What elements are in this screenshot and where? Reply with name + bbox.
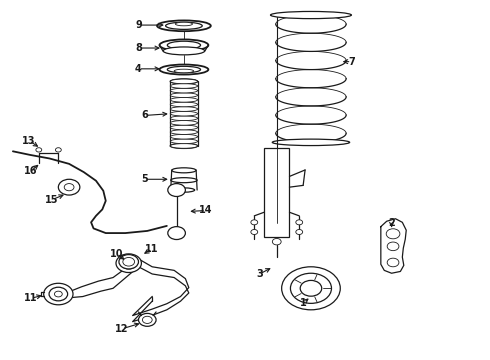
Ellipse shape [270,12,351,19]
Circle shape [119,255,139,269]
Text: 11: 11 [24,293,38,303]
Circle shape [64,184,74,191]
Text: 6: 6 [142,111,148,121]
Ellipse shape [170,88,197,93]
Ellipse shape [170,134,197,139]
Ellipse shape [170,111,197,116]
Circle shape [296,229,303,234]
Circle shape [36,148,42,152]
Text: 1: 1 [300,298,307,308]
Circle shape [386,229,400,239]
Ellipse shape [163,47,205,55]
Circle shape [168,226,185,239]
Text: 16: 16 [24,166,38,176]
Circle shape [251,220,258,225]
Ellipse shape [173,188,195,192]
Circle shape [44,283,73,305]
Ellipse shape [170,125,197,130]
Ellipse shape [170,79,197,84]
Ellipse shape [159,40,208,51]
Ellipse shape [170,107,197,111]
Ellipse shape [170,102,197,107]
Circle shape [125,261,132,266]
Ellipse shape [170,130,197,134]
Ellipse shape [170,139,197,144]
Circle shape [296,220,303,225]
Ellipse shape [157,21,211,31]
Text: 13: 13 [22,136,36,145]
Circle shape [49,287,68,301]
Ellipse shape [159,64,208,75]
Ellipse shape [170,143,197,148]
Circle shape [300,280,322,296]
Ellipse shape [170,84,197,88]
Ellipse shape [272,139,350,145]
Ellipse shape [170,93,197,98]
Circle shape [251,229,258,234]
Circle shape [272,238,281,245]
Ellipse shape [170,98,197,102]
Text: 9: 9 [135,20,142,30]
Ellipse shape [167,41,200,49]
Ellipse shape [171,178,197,183]
Bar [264,148,290,237]
Ellipse shape [175,22,193,26]
Text: 14: 14 [199,206,213,216]
Ellipse shape [174,69,194,73]
Text: 8: 8 [135,43,142,53]
Ellipse shape [170,144,197,148]
Text: 7: 7 [348,57,355,67]
Circle shape [291,273,331,303]
Text: 2: 2 [388,218,395,228]
Circle shape [387,242,399,251]
Circle shape [121,257,137,269]
Polygon shape [71,259,189,321]
Ellipse shape [170,79,197,84]
Text: 11: 11 [146,244,159,254]
Circle shape [387,258,399,267]
Text: 10: 10 [110,248,124,258]
Ellipse shape [170,116,197,121]
Circle shape [143,316,152,323]
Text: 5: 5 [142,174,148,184]
Circle shape [116,254,142,273]
Text: 3: 3 [256,269,263,279]
Circle shape [123,257,135,266]
Circle shape [55,148,61,152]
Circle shape [58,179,80,195]
Circle shape [139,314,156,326]
Ellipse shape [167,66,200,73]
Circle shape [168,184,185,197]
Polygon shape [381,219,406,273]
Ellipse shape [166,22,202,30]
Circle shape [282,267,340,310]
Text: 12: 12 [115,324,128,334]
Text: 4: 4 [135,64,142,74]
Circle shape [54,291,62,297]
Ellipse shape [172,168,196,173]
Ellipse shape [170,121,197,125]
Text: 15: 15 [45,195,59,205]
